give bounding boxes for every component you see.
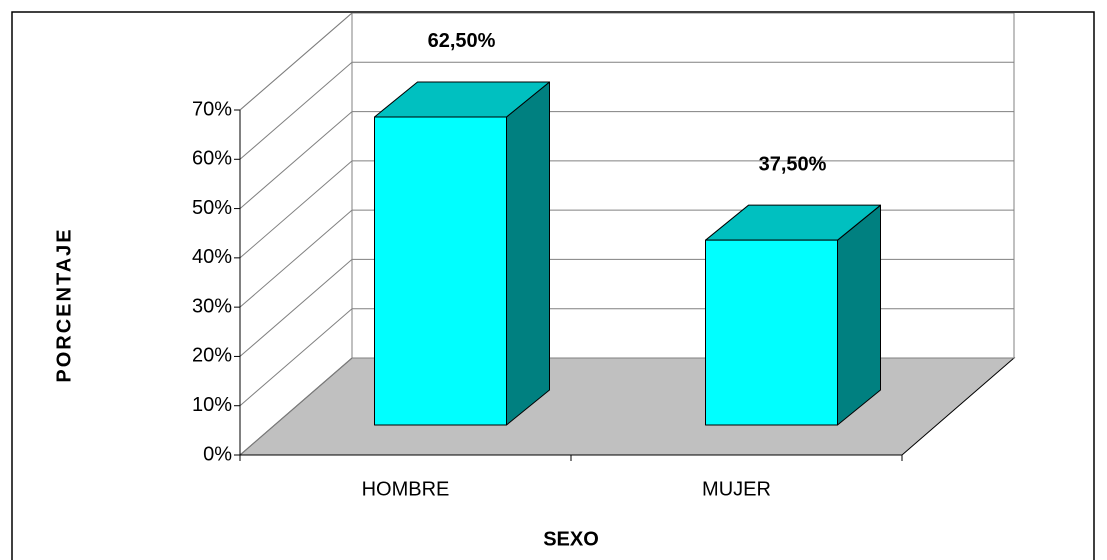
grid-line: [239, 12, 353, 111]
bar: [705, 239, 838, 426]
y-axis-label: PORCENTAJE: [53, 227, 75, 382]
y-tick-label: 40%: [192, 246, 232, 268]
grid-line: [239, 308, 353, 407]
grid-line: [239, 111, 353, 209]
y-tick-label: 0%: [203, 443, 232, 465]
data-label: 62,50%: [428, 30, 496, 52]
data-label: 37,50%: [759, 153, 827, 175]
bar-side: [837, 204, 881, 426]
grid-line: [239, 160, 353, 259]
grid-line: [239, 357, 353, 456]
y-tick-label: 70%: [192, 98, 232, 120]
x-tick-label: HOMBRE: [362, 478, 450, 500]
y-tick-label: 20%: [192, 345, 232, 367]
x-axis-label: SEXO: [543, 528, 599, 550]
bar: [374, 116, 507, 426]
y-tick-label: 30%: [192, 295, 232, 317]
floor: [238, 357, 1016, 456]
grid-line: [239, 209, 353, 308]
y-tick-label: 60%: [192, 148, 232, 170]
grid-line: [239, 259, 353, 357]
y-tick-label: 50%: [192, 197, 232, 219]
grid-line: [239, 61, 353, 160]
chart-frame: [11, 11, 1095, 560]
y-tick-label: 10%: [192, 394, 232, 416]
bar-side: [506, 81, 550, 426]
x-tick-label: MUJER: [702, 478, 771, 500]
